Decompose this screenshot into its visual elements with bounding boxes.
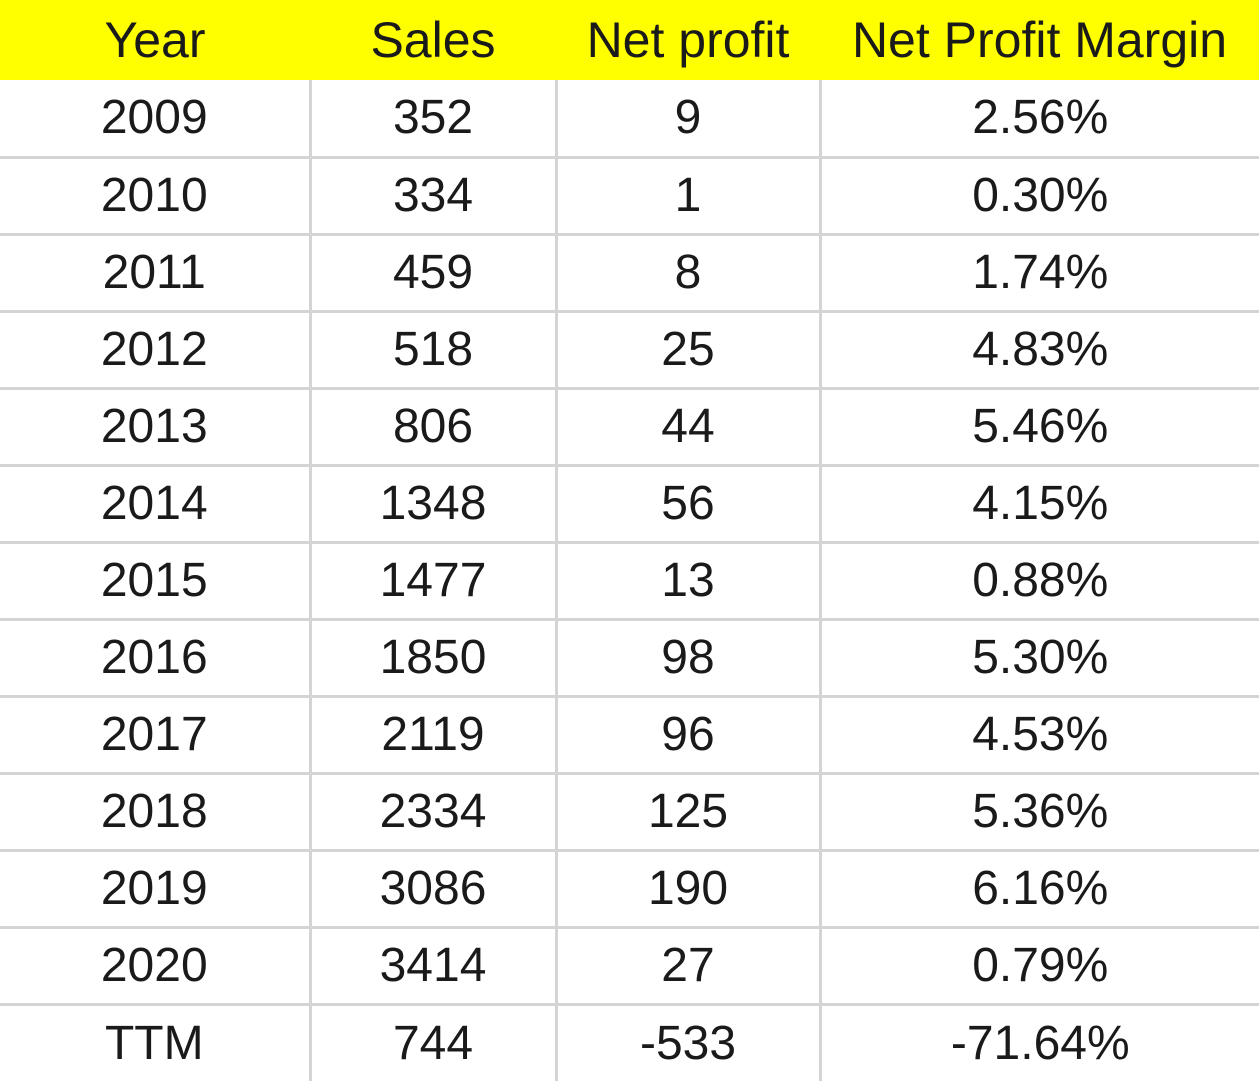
cell-net-profit-margin[interactable]: 0.88% (818, 542, 1259, 621)
cell-sales[interactable]: 1477 (308, 542, 558, 621)
cell-net-profit-margin[interactable]: -71.64% (818, 1004, 1259, 1081)
cell-sales[interactable]: 806 (308, 388, 558, 467)
table-row: 2018 2334 125 5.36% (0, 773, 1259, 852)
cell-sales[interactable]: 3414 (308, 927, 558, 1006)
cell-net-profit-margin[interactable]: 1.74% (818, 234, 1259, 313)
cell-net-profit[interactable]: 98 (554, 619, 822, 698)
cell-sales[interactable]: 352 (308, 80, 558, 159)
cell-net-profit-margin[interactable]: 0.30% (818, 157, 1259, 236)
cell-net-profit[interactable]: 44 (554, 388, 822, 467)
table-row: 2013 806 44 5.46% (0, 388, 1259, 467)
cell-net-profit[interactable]: 56 (554, 465, 822, 544)
header-cell-sales[interactable]: Sales (310, 0, 556, 80)
cell-net-profit[interactable]: 1 (554, 157, 822, 236)
cell-sales[interactable]: 1850 (308, 619, 558, 698)
cell-sales[interactable]: 459 (308, 234, 558, 313)
cell-net-profit-margin[interactable]: 2.56% (818, 80, 1259, 159)
cell-net-profit-margin[interactable]: 4.53% (818, 696, 1259, 775)
cell-sales[interactable]: 2119 (308, 696, 558, 775)
table-row: 2016 1850 98 5.30% (0, 619, 1259, 698)
cell-year[interactable]: 2012 (0, 311, 312, 390)
cell-year[interactable]: 2019 (0, 850, 312, 929)
table-row: 2012 518 25 4.83% (0, 311, 1259, 390)
header-row: Year Sales Net profit Net Profit Margin (0, 0, 1259, 80)
cell-sales[interactable]: 334 (308, 157, 558, 236)
cell-net-profit[interactable]: 9 (554, 80, 822, 159)
cell-sales[interactable]: 518 (308, 311, 558, 390)
table-row: 2009 352 9 2.56% (0, 80, 1259, 159)
cell-year[interactable]: 2014 (0, 465, 312, 544)
table-row: 2020 3414 27 0.79% (0, 927, 1259, 1006)
cell-sales[interactable]: 3086 (308, 850, 558, 929)
cell-year[interactable]: 2010 (0, 157, 312, 236)
cell-net-profit[interactable]: 8 (554, 234, 822, 313)
cell-net-profit[interactable]: 25 (554, 311, 822, 390)
cell-net-profit-margin[interactable]: 0.79% (818, 927, 1259, 1006)
cell-year[interactable]: 2015 (0, 542, 312, 621)
cell-year[interactable]: 2009 (0, 80, 312, 159)
cell-sales[interactable]: 744 (308, 1004, 558, 1081)
cell-year[interactable]: 2020 (0, 927, 312, 1006)
cell-year[interactable]: 2017 (0, 696, 312, 775)
table-row: 2010 334 1 0.30% (0, 157, 1259, 236)
cell-net-profit-margin[interactable]: 5.46% (818, 388, 1259, 467)
cell-net-profit[interactable]: 190 (554, 850, 822, 929)
cell-net-profit[interactable]: 27 (554, 927, 822, 1006)
table-row: 2019 3086 190 6.16% (0, 850, 1259, 929)
table-row: 2011 459 8 1.74% (0, 234, 1259, 313)
cell-net-profit-margin[interactable]: 5.36% (818, 773, 1259, 852)
header-cell-net-profit-margin[interactable]: Net Profit Margin (820, 0, 1259, 80)
cell-net-profit[interactable]: -533 (554, 1004, 822, 1081)
table-row: TTM 744 -533 -71.64% (0, 1004, 1259, 1081)
cell-year[interactable]: 2016 (0, 619, 312, 698)
cell-net-profit-margin[interactable]: 5.30% (818, 619, 1259, 698)
cell-year[interactable]: TTM (0, 1004, 312, 1081)
header-cell-net-profit[interactable]: Net profit (556, 0, 820, 80)
table-row: 2014 1348 56 4.15% (0, 465, 1259, 544)
cell-year[interactable]: 2013 (0, 388, 312, 467)
cell-sales[interactable]: 1348 (308, 465, 558, 544)
cell-sales[interactable]: 2334 (308, 773, 558, 852)
table-row: 2015 1477 13 0.88% (0, 542, 1259, 621)
table-row: 2017 2119 96 4.53% (0, 696, 1259, 775)
cell-net-profit[interactable]: 96 (554, 696, 822, 775)
cell-net-profit-margin[interactable]: 4.15% (818, 465, 1259, 544)
cell-net-profit[interactable]: 13 (554, 542, 822, 621)
cell-net-profit-margin[interactable]: 4.83% (818, 311, 1259, 390)
header-cell-year[interactable]: Year (0, 0, 310, 80)
cell-year[interactable]: 2018 (0, 773, 312, 852)
cell-net-profit[interactable]: 125 (554, 773, 822, 852)
cell-net-profit-margin[interactable]: 6.16% (818, 850, 1259, 929)
cell-year[interactable]: 2011 (0, 234, 312, 313)
